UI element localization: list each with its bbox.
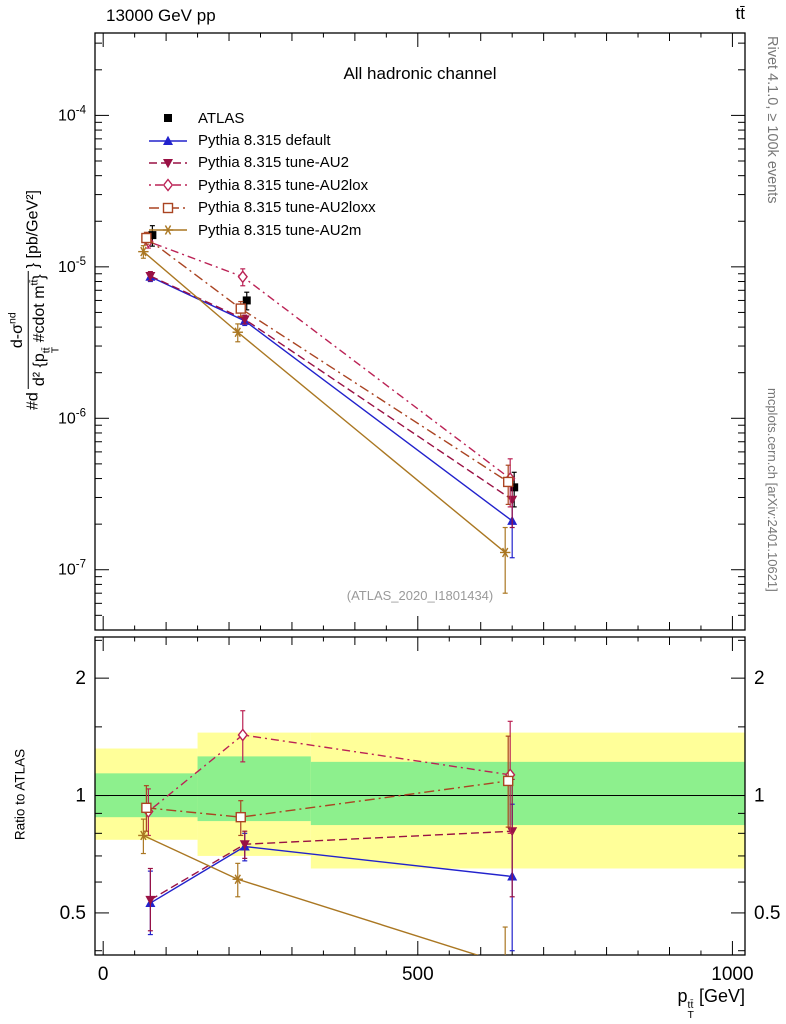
- ratio-panel-frame: [94, 636, 746, 956]
- legend-label-atlas: ATLAS: [198, 109, 245, 127]
- svg-text:2: 2: [75, 668, 86, 689]
- legend-label-au2m: Pythia 8.315 tune-AU2m: [198, 221, 362, 239]
- series-top-atlas: [148, 225, 519, 508]
- legend-marker-au2loxx: [149, 202, 187, 213]
- legend-marker-au2m: [149, 225, 187, 235]
- legend-marker-au2lox: [149, 178, 187, 192]
- svg-text:1000: 1000: [711, 964, 753, 985]
- legend-marker-default: [149, 135, 187, 145]
- legend: ATLAS Pythia 8.315 default Pythia 8.315 …: [148, 107, 376, 241]
- svg-text:10-4: 10-4: [58, 104, 87, 124]
- uncertainty-bands: [95, 732, 745, 869]
- svg-text:1: 1: [75, 786, 86, 807]
- series-ratio-pythia-8-315-tune-au2m: [138, 818, 508, 955]
- series-top-pythia-8-315-tune-au2loxx: [141, 231, 514, 506]
- legend-item-au2loxx: Pythia 8.315 tune-AU2loxx: [148, 197, 376, 219]
- svg-text:10-7: 10-7: [58, 559, 86, 579]
- svg-text:2: 2: [754, 668, 765, 689]
- ylabel-pt-scripts: tt̄ T: [40, 346, 62, 354]
- ylabel-numerator: d-σnd: [6, 312, 27, 349]
- svg-text:0.5: 0.5: [754, 903, 780, 924]
- legend-item-default: Pythia 8.315 default: [148, 129, 376, 151]
- top-panel-frame: [94, 32, 746, 631]
- series-top-pythia-8-315-default: [145, 271, 518, 559]
- beam-energy-label: 13000 GeV pp: [106, 6, 216, 25]
- series-top-pythia-8-315-tune-au2lox: [143, 234, 516, 508]
- analysis-id-watermark: (ATLAS_2020_I1801434): [346, 588, 494, 603]
- ylabel-suffix: } [pb/GeV²]: [24, 190, 42, 269]
- series-top-pythia-8-315-tune-au2m: [138, 245, 511, 594]
- svg-text:1: 1: [754, 786, 765, 807]
- svg-text:0: 0: [98, 964, 109, 985]
- legend-marker-au2: [149, 158, 187, 169]
- svg-text:10-5: 10-5: [58, 256, 86, 276]
- x-axis-title: p tt̄ T [GeV]: [0, 986, 745, 1020]
- xlabel-scripts: tt̄ T: [687, 999, 694, 1021]
- mcplots-arxiv-note: mcplots.cern.ch [arXiv:2401.10621]: [765, 388, 780, 592]
- series-top-pythia-8-315-tune-au2: [145, 271, 518, 529]
- tick-labels: 10-4 10-5 10-6 10-7 0.5 0.5 1 1 2 2 0 500 1000: [58, 104, 780, 985]
- series-ratio-pythia-8-315-tune-au2loxx: [141, 735, 514, 837]
- channel-title: All hadronic channel: [343, 64, 497, 83]
- legend-item-au2m: Pythia 8.315 tune-AU2m: [148, 219, 376, 241]
- legend-label-au2lox: Pythia 8.315 tune-AU2lox: [198, 176, 369, 194]
- ylabel-fraction: d-σnd d² {p tt̄ T #cdot mtt̄}: [6, 271, 62, 390]
- legend-label-au2loxx: Pythia 8.315 tune-AU2loxx: [198, 199, 376, 217]
- ylabel-m-sup: tt̄: [28, 279, 41, 286]
- y-axis-title: #d d-σnd d² {p tt̄ T #cdot mtt̄} } [pb/GeV…: [7, 190, 62, 410]
- svg-text:0.5: 0.5: [60, 903, 86, 924]
- legend-label-default: Pythia 8.315 default: [198, 132, 331, 150]
- legend-item-au2: Pythia 8.315 tune-AU2: [148, 152, 376, 174]
- xlabel-base: p: [677, 986, 688, 1006]
- svg-text:500: 500: [402, 964, 434, 985]
- svg-text:10-6: 10-6: [58, 407, 86, 427]
- ylabel-prefix: #d: [24, 392, 42, 410]
- ylabel-denominator: d² {p tt̄ T #cdot mtt̄}: [27, 271, 62, 390]
- legend-marker-atlas: [164, 114, 172, 123]
- rivet-version-note: Rivet 4.1.0, ≥ 100k events: [764, 36, 780, 204]
- series-ratio-pythia-8-315-tune-au2: [145, 778, 518, 932]
- legend-item-atlas: ATLAS: [148, 107, 376, 129]
- axis-ticks: [95, 33, 745, 955]
- legend-item-au2lox: Pythia 8.315 tune-AU2lox: [148, 174, 376, 196]
- legend-label-au2: Pythia 8.315 tune-AU2: [198, 154, 349, 172]
- ylabel-numerator-sup: nd: [6, 312, 19, 325]
- process-label: tt̄: [735, 4, 745, 23]
- ratio-y-axis-title: Ratio to ATLAS: [12, 748, 28, 841]
- xlabel-unit: [GeV]: [693, 986, 745, 1006]
